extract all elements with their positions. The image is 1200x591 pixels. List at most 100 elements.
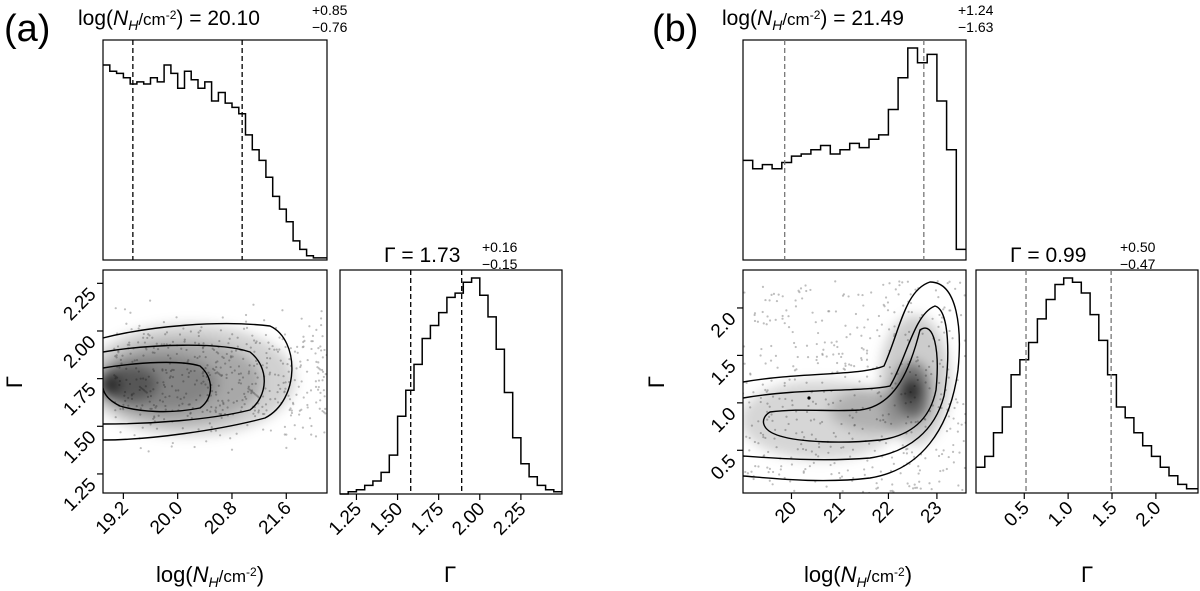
scatter-point xyxy=(138,324,141,327)
scatter-point xyxy=(899,472,902,475)
x-tick-label: 21.6 xyxy=(255,498,296,539)
scatter-point xyxy=(296,351,299,354)
scatter-point xyxy=(806,356,810,359)
scatter-point xyxy=(945,467,948,471)
scatter-point xyxy=(844,375,847,379)
scatter-point xyxy=(856,326,859,329)
scatter-point xyxy=(745,435,748,438)
scatter-point xyxy=(928,482,931,485)
scatter-point xyxy=(947,455,950,459)
scatter-point xyxy=(770,344,773,348)
axes-frame xyxy=(742,39,967,261)
scatter-point xyxy=(893,311,896,314)
scatter-point xyxy=(319,399,322,402)
scatter-point xyxy=(315,360,318,363)
scatter-point xyxy=(832,353,835,356)
scatter-point xyxy=(952,417,955,420)
scatter-point xyxy=(825,485,828,488)
scatter-point xyxy=(296,345,299,348)
scatter-point xyxy=(834,280,837,283)
scatter-point xyxy=(860,358,863,362)
scatter-point xyxy=(805,289,808,293)
scatter-point xyxy=(768,319,772,322)
scatter-point xyxy=(942,308,945,311)
scatter-point xyxy=(306,391,309,394)
scatter-point xyxy=(890,456,894,459)
scatter-point xyxy=(865,375,869,378)
scatter-point xyxy=(123,308,127,311)
density-2d-a: 19.2 20.0 20.8 21.6 1.25 1.50 1.75 2.00 2.25 xyxy=(60,269,328,539)
scatter-point xyxy=(137,327,140,330)
scatter-point xyxy=(761,310,764,314)
scatter-point xyxy=(862,348,865,351)
scatter-point xyxy=(939,469,942,473)
scatter-point xyxy=(162,321,166,324)
scatter-point xyxy=(757,465,760,468)
panel-label-b: (b) xyxy=(652,8,698,50)
scatter-point xyxy=(844,324,847,327)
scatter-point xyxy=(235,432,238,435)
density-2d-b: 20 21 22 23 0.5 1.0 1.5 2.0 xyxy=(707,269,967,527)
contour-inner xyxy=(103,361,212,413)
scatter-point xyxy=(302,335,305,338)
scatter-point xyxy=(963,294,966,297)
scatter-point xyxy=(129,311,132,314)
scatter-point xyxy=(777,293,780,296)
scatter-point xyxy=(781,295,784,298)
scatter-point xyxy=(816,362,820,365)
y-tick-label: 2.0 xyxy=(707,309,741,343)
scatter-point xyxy=(811,311,814,314)
scatter-point xyxy=(876,329,879,332)
scatter-point xyxy=(957,422,960,425)
scatter-point xyxy=(175,316,178,319)
histogram-gamma-a: 1.25 1.50 1.75 2.00 2.25 xyxy=(325,269,563,540)
scatter-point xyxy=(953,406,956,410)
scatter-point xyxy=(767,450,770,454)
scatter-point xyxy=(753,319,757,323)
scatter-point xyxy=(130,328,133,331)
scatter-point xyxy=(862,304,865,307)
scatter-point xyxy=(901,281,904,284)
scatter-point xyxy=(306,403,309,407)
scatter-point xyxy=(866,365,869,368)
scatter-point xyxy=(283,433,286,436)
title-nh-a-minus: −0.76 xyxy=(312,19,348,35)
scatter-point xyxy=(907,310,910,313)
scatter-point xyxy=(804,467,807,471)
x-tick-label: 1.0 xyxy=(1044,498,1078,532)
ylabel-gamma-a: Γ xyxy=(2,376,27,388)
scatter-point xyxy=(242,327,246,330)
scatter-point xyxy=(905,448,908,451)
scatter-point xyxy=(836,370,839,373)
scatter-point xyxy=(898,284,901,287)
scatter-point xyxy=(846,469,849,472)
scatter-point xyxy=(906,280,909,283)
scatter-point xyxy=(823,341,826,344)
histogram-nh-a xyxy=(102,39,328,261)
scatter-point xyxy=(147,450,150,453)
scatter-point xyxy=(869,337,872,340)
scatter-point xyxy=(766,315,769,318)
scatter-point xyxy=(789,480,792,483)
scatter-point xyxy=(891,483,894,486)
scatter-point xyxy=(314,352,317,355)
scatter-point xyxy=(322,389,325,392)
scatter-point xyxy=(743,291,746,294)
density-shading-a xyxy=(103,324,295,436)
scatter-point xyxy=(913,483,916,486)
scatter-point xyxy=(960,423,963,426)
scatter-point xyxy=(125,322,128,325)
scatter-point xyxy=(914,486,917,489)
axes-frame xyxy=(102,39,328,261)
scatter-point xyxy=(841,352,844,355)
contour-middle xyxy=(743,305,949,461)
scatter-point xyxy=(849,333,852,336)
scatter-point xyxy=(797,289,800,292)
scatter-point xyxy=(911,487,915,490)
scatter-point xyxy=(269,429,273,432)
scatter-point xyxy=(796,355,799,359)
scatter-point xyxy=(822,348,825,351)
scatter-point xyxy=(918,469,922,472)
scatter-point xyxy=(768,479,771,482)
scatter-point xyxy=(283,333,287,336)
